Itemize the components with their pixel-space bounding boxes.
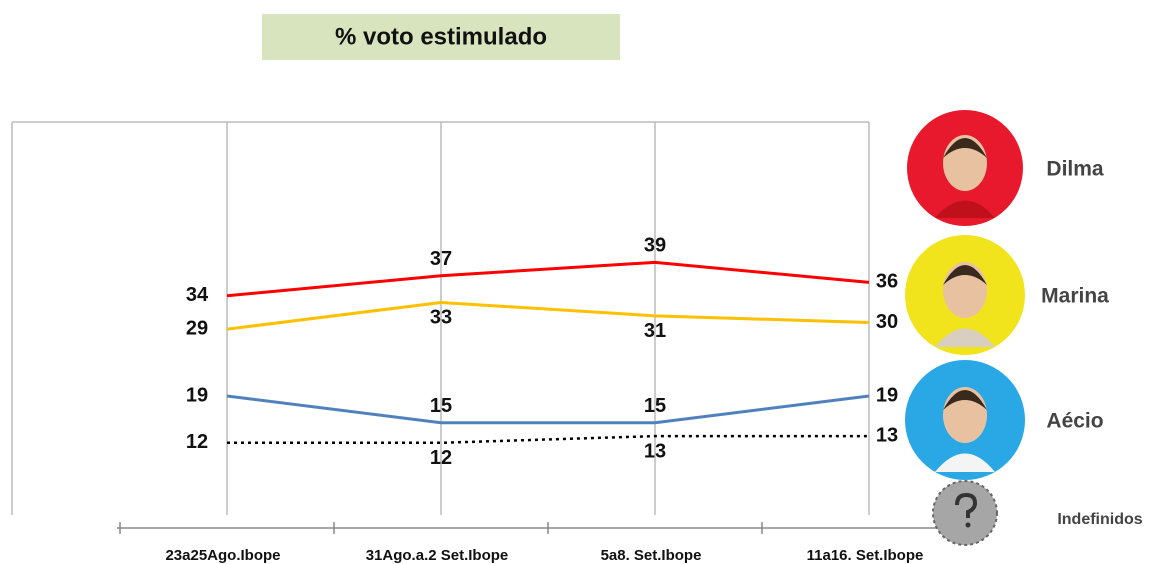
data-label: 39 (644, 235, 666, 257)
portrait-body (935, 453, 995, 472)
series-line (226, 300, 870, 331)
legend-label: Indefinidos (1057, 511, 1142, 528)
data-label: 34 (186, 284, 209, 306)
data-label: 19 (876, 384, 898, 406)
question-icon (955, 492, 978, 518)
data-label: 12 (430, 447, 452, 469)
data-label: 15 (644, 395, 666, 417)
legend-label: Marina (1041, 285, 1109, 308)
legend-icon (932, 480, 998, 546)
series-line (226, 394, 870, 425)
question-dot (965, 522, 971, 528)
portrait-hair (943, 390, 987, 410)
x-tick-label: 11a16. Set.Ibope (807, 547, 924, 564)
data-label: 19 (186, 384, 208, 406)
series-line (227, 434, 869, 445)
legend-label: Dilma (1046, 158, 1104, 181)
data-label: 37 (430, 248, 452, 270)
chart-title: % voto estimulado (335, 23, 547, 50)
data-label: 30 (876, 311, 898, 333)
data-label: 36 (876, 271, 898, 293)
data-label: 15 (430, 395, 452, 417)
data-label: 29 (186, 317, 208, 339)
data-label: 31 (644, 320, 666, 342)
portrait-body (935, 328, 995, 347)
data-label: 33 (430, 307, 452, 329)
x-tick-label: 5a8. Set.Ibope (601, 547, 702, 564)
x-tick-label: 31Ago.a.2 Set.Ibope (366, 547, 509, 564)
portrait-hair (943, 138, 987, 158)
data-label: 12 (186, 431, 208, 453)
data-label: 13 (644, 440, 666, 462)
title-box (262, 14, 620, 60)
series-line (226, 260, 870, 298)
portrait-body (935, 200, 995, 218)
legend-label: Aécio (1046, 410, 1103, 433)
x-tick-label: 23a25Ago.Ibope (165, 547, 280, 564)
portrait-hair (943, 265, 987, 285)
data-label: 13 (876, 424, 898, 446)
